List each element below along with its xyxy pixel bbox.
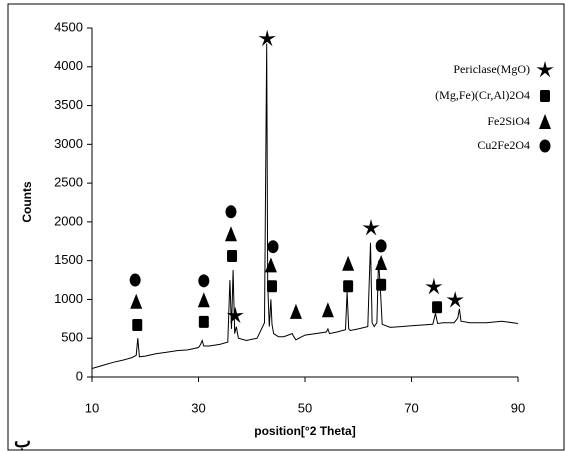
- peak-marker: [225, 205, 237, 219]
- x-tick-label: 90: [511, 400, 525, 415]
- x-tick-label: 30: [191, 400, 205, 415]
- peak-marker: [375, 239, 387, 253]
- legend-marker: [539, 139, 551, 153]
- peak-marker: [342, 255, 355, 271]
- y-tick-label: 1000: [54, 291, 83, 306]
- y-tick-label: 2500: [54, 175, 83, 190]
- peak-marker: [266, 280, 277, 293]
- peak-marker: [132, 319, 143, 332]
- peak-marker: [343, 280, 354, 293]
- peak-marker: [129, 273, 141, 287]
- legend-marker: [536, 60, 554, 78]
- y-tick-label: 3000: [54, 136, 83, 151]
- peak-marker: [197, 292, 210, 308]
- peak-marker: [198, 274, 210, 288]
- peak-marker: [198, 315, 209, 328]
- peak-marker: [227, 250, 238, 263]
- y-tick-label: 500: [61, 330, 83, 345]
- peak-marker: [446, 291, 464, 308]
- peak-marker: [130, 293, 143, 309]
- annotation: ب: [14, 431, 31, 451]
- pattern-line: [91, 43, 519, 369]
- peak-marker: [258, 29, 276, 47]
- peak-marker: [376, 278, 387, 291]
- legend-label: (Mg,Fe)(Cr,Al)2O4: [435, 88, 530, 102]
- y-tick-label: 4500: [54, 19, 83, 34]
- y-tick-label: 1500: [54, 252, 83, 267]
- peak-marker: [226, 306, 244, 324]
- peak-marker: [375, 254, 388, 270]
- peak-marker: [289, 303, 302, 319]
- x-tick-label: 10: [85, 400, 99, 415]
- y-tick-label: 3500: [54, 97, 83, 112]
- y-tick-label: 0: [76, 368, 83, 383]
- chart-frame: [7, 3, 565, 451]
- legend-marker: [539, 114, 551, 129]
- y-tick-label: 2000: [54, 213, 83, 228]
- y-axis-label: Counts: [20, 181, 34, 223]
- peak-marker: [432, 301, 443, 314]
- y-tick-label: 4000: [54, 58, 83, 73]
- peak-marker: [224, 226, 237, 242]
- x-axis-label: position[°2 Theta]: [254, 424, 355, 438]
- x-tick-label: 70: [404, 400, 418, 415]
- legend-label: Fe2SiO4: [487, 114, 530, 128]
- peak-marker: [264, 257, 277, 273]
- peak-marker: [321, 302, 334, 318]
- legend-label: Periclase(MgO): [453, 62, 530, 76]
- legend-marker: [540, 90, 550, 102]
- peak-marker: [267, 240, 279, 254]
- legend-label: Cu2Fe2O4: [477, 138, 530, 152]
- x-tick-label: 50: [298, 400, 312, 415]
- peak-marker: [362, 219, 380, 236]
- peak-marker: [425, 277, 443, 295]
